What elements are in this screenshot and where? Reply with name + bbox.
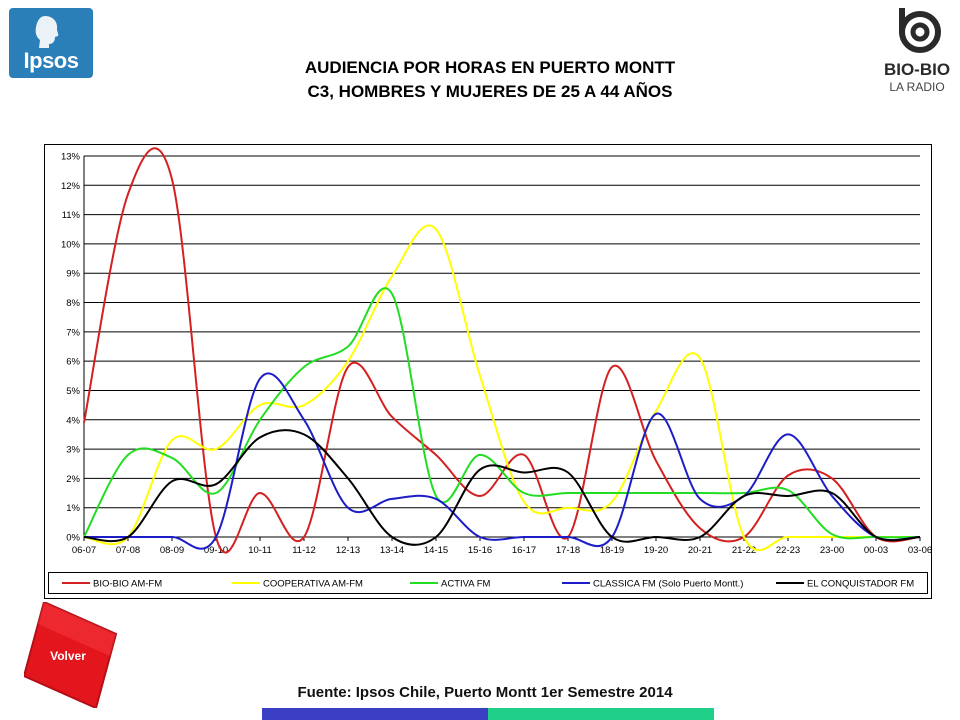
- x-tick-label: 20-21: [688, 545, 712, 556]
- x-tick-label: 12-13: [336, 545, 360, 556]
- x-tick-label: 13-14: [380, 545, 404, 556]
- series-line-3: [84, 372, 921, 550]
- x-tick-label: 22-23: [776, 545, 800, 556]
- x-tick-label: 21-22: [732, 545, 756, 556]
- y-axis-ticks: 0% 1% 2% 3% 4% 5% 6% 7% 8% 9% 10% 11% 12% 13%: [61, 152, 81, 544]
- y-tick-label: 9%: [66, 269, 80, 280]
- x-tick-label: 08-09: [160, 545, 184, 556]
- legend-label: EL CONQUISTADOR FM: [807, 579, 914, 590]
- x-tick-label: 14-15: [424, 545, 448, 556]
- legend-label: CLASSICA FM (Solo Puerto Montt.): [593, 579, 743, 590]
- x-tick-label: 15-16: [468, 545, 492, 556]
- chart-gridlines: [83, 155, 920, 538]
- y-tick-label: 12%: [61, 181, 81, 192]
- legend-label: ACTIVA FM: [441, 579, 491, 590]
- series-line-4: [83, 429, 921, 546]
- y-tick-label: 4%: [66, 415, 80, 426]
- y-tick-label: 1%: [66, 503, 80, 514]
- legend-label: COOPERATIVA AM-FM: [263, 579, 363, 590]
- footer-green-bar: [488, 708, 714, 720]
- x-tick-label: 10-11: [248, 545, 272, 556]
- legend-box: [48, 572, 928, 594]
- series-line-1: [83, 224, 920, 552]
- y-tick-label: 3%: [66, 445, 80, 456]
- series-line-2: [83, 287, 921, 540]
- title-line-2: C3, HOMBRES Y MUJERES DE 25 A 44 AÑOS: [307, 82, 673, 101]
- y-tick-label: 0%: [66, 533, 80, 544]
- x-tick-label: 19-20: [644, 545, 668, 556]
- x-tick-label: 16-17: [512, 545, 536, 556]
- y-tick-label: 7%: [66, 327, 80, 338]
- y-tick-label: 11%: [62, 210, 81, 221]
- ipsos-logo-text: Ipsos: [23, 48, 79, 73]
- biobio-logo: BIO-BIO LA RADIO: [880, 4, 954, 104]
- chart-legend: BIO-BIO AM-FM COOPERATIVA AM-FM ACTIVA FM C…: [48, 572, 928, 594]
- page-title: AUDIENCIA POR HORAS EN PUERTO MONTT C3, …: [230, 56, 750, 104]
- biobio-symbol-icon: [899, 8, 941, 53]
- face-profile-icon: [35, 16, 59, 48]
- y-tick-label: 10%: [61, 239, 81, 250]
- x-tick-label: 00-03: [864, 545, 888, 556]
- x-tick-label: 06-07: [72, 545, 96, 556]
- back-button-label[interactable]: Volver: [50, 649, 86, 663]
- x-tick-label: 23-00: [820, 545, 844, 556]
- x-tick-label: 18-19: [600, 545, 624, 556]
- y-tick-label: 13%: [61, 152, 81, 163]
- source-note: Fuente: Ipsos Chile, Puerto Montt 1er Se…: [297, 684, 673, 701]
- x-tick-label: 11-12: [292, 545, 316, 556]
- x-tick-label: 07-08: [116, 545, 140, 556]
- legend-label: BIO-BIO AM-FM: [93, 579, 162, 590]
- y-tick-label: 2%: [66, 474, 80, 485]
- y-tick-label: 6%: [66, 357, 80, 368]
- back-button[interactable]: Volver: [24, 602, 122, 708]
- x-tick-label: 09-10: [204, 545, 228, 556]
- x-tick-label: 17-18: [556, 545, 580, 556]
- x-axis-ticks: 06-07 07-08 08-09 09-10 10-11 11-12 12-13 13-14…: [72, 537, 932, 556]
- biobio-logo-subtext: LA RADIO: [889, 80, 945, 94]
- y-tick-label: 8%: [66, 298, 80, 309]
- title-line-1: AUDIENCIA POR HORAS EN PUERTO MONTT: [304, 58, 676, 77]
- x-tick-label: 03-06: [908, 545, 932, 556]
- ipsos-logo: Ipsos: [9, 8, 93, 78]
- chart-series-lines: [83, 147, 921, 554]
- footer-blue-bar: [262, 708, 488, 720]
- biobio-logo-text: BIO-BIO: [883, 60, 951, 79]
- y-tick-label: 5%: [66, 386, 80, 397]
- audience-line-chart: 0% 1% 2% 3% 4% 5% 6% 7% 8% 9% 10% 11% 12% 13% 06-07 07…: [44, 144, 932, 599]
